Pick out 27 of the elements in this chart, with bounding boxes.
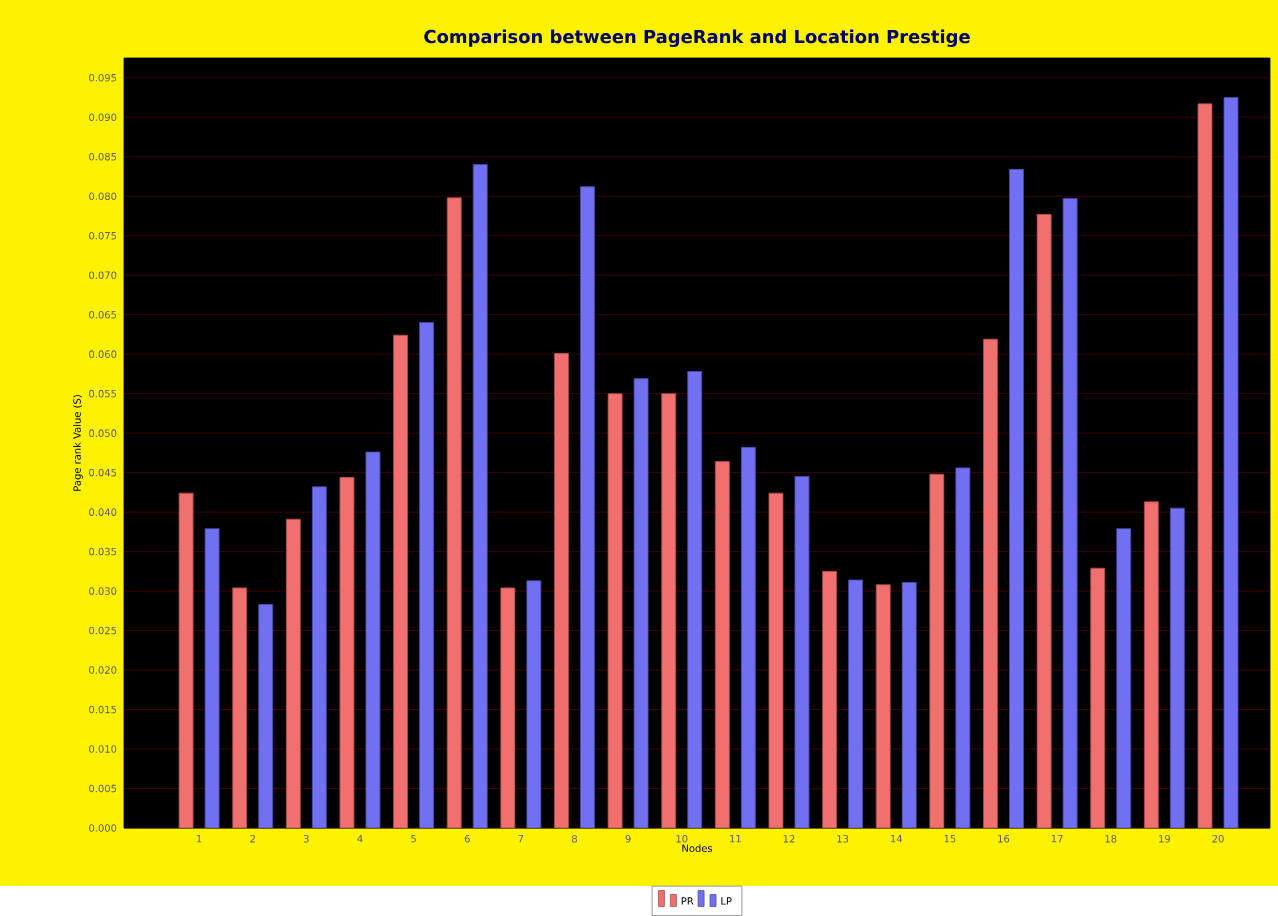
bar (554, 352, 569, 828)
bar (580, 186, 595, 828)
bar (285, 518, 301, 828)
bar (1090, 567, 1106, 828)
bar (1116, 528, 1132, 828)
bar (311, 486, 327, 828)
bar (901, 581, 917, 828)
bar (687, 371, 703, 828)
bar (526, 580, 542, 828)
bar (714, 461, 730, 828)
bar (446, 197, 462, 828)
bar (232, 587, 248, 828)
bar (983, 338, 998, 828)
bar (1169, 507, 1185, 828)
bar (740, 446, 756, 828)
bar (875, 584, 891, 828)
bar (661, 393, 677, 828)
bar (822, 570, 837, 828)
bar (848, 579, 863, 828)
bar (500, 587, 516, 828)
bar (419, 322, 434, 828)
bar (258, 604, 274, 828)
bar (1143, 501, 1159, 828)
bar (393, 334, 408, 828)
bar (472, 164, 488, 828)
chart-title: Comparison between PageRank and Location Prestige (424, 29, 970, 47)
bar (1009, 168, 1024, 828)
